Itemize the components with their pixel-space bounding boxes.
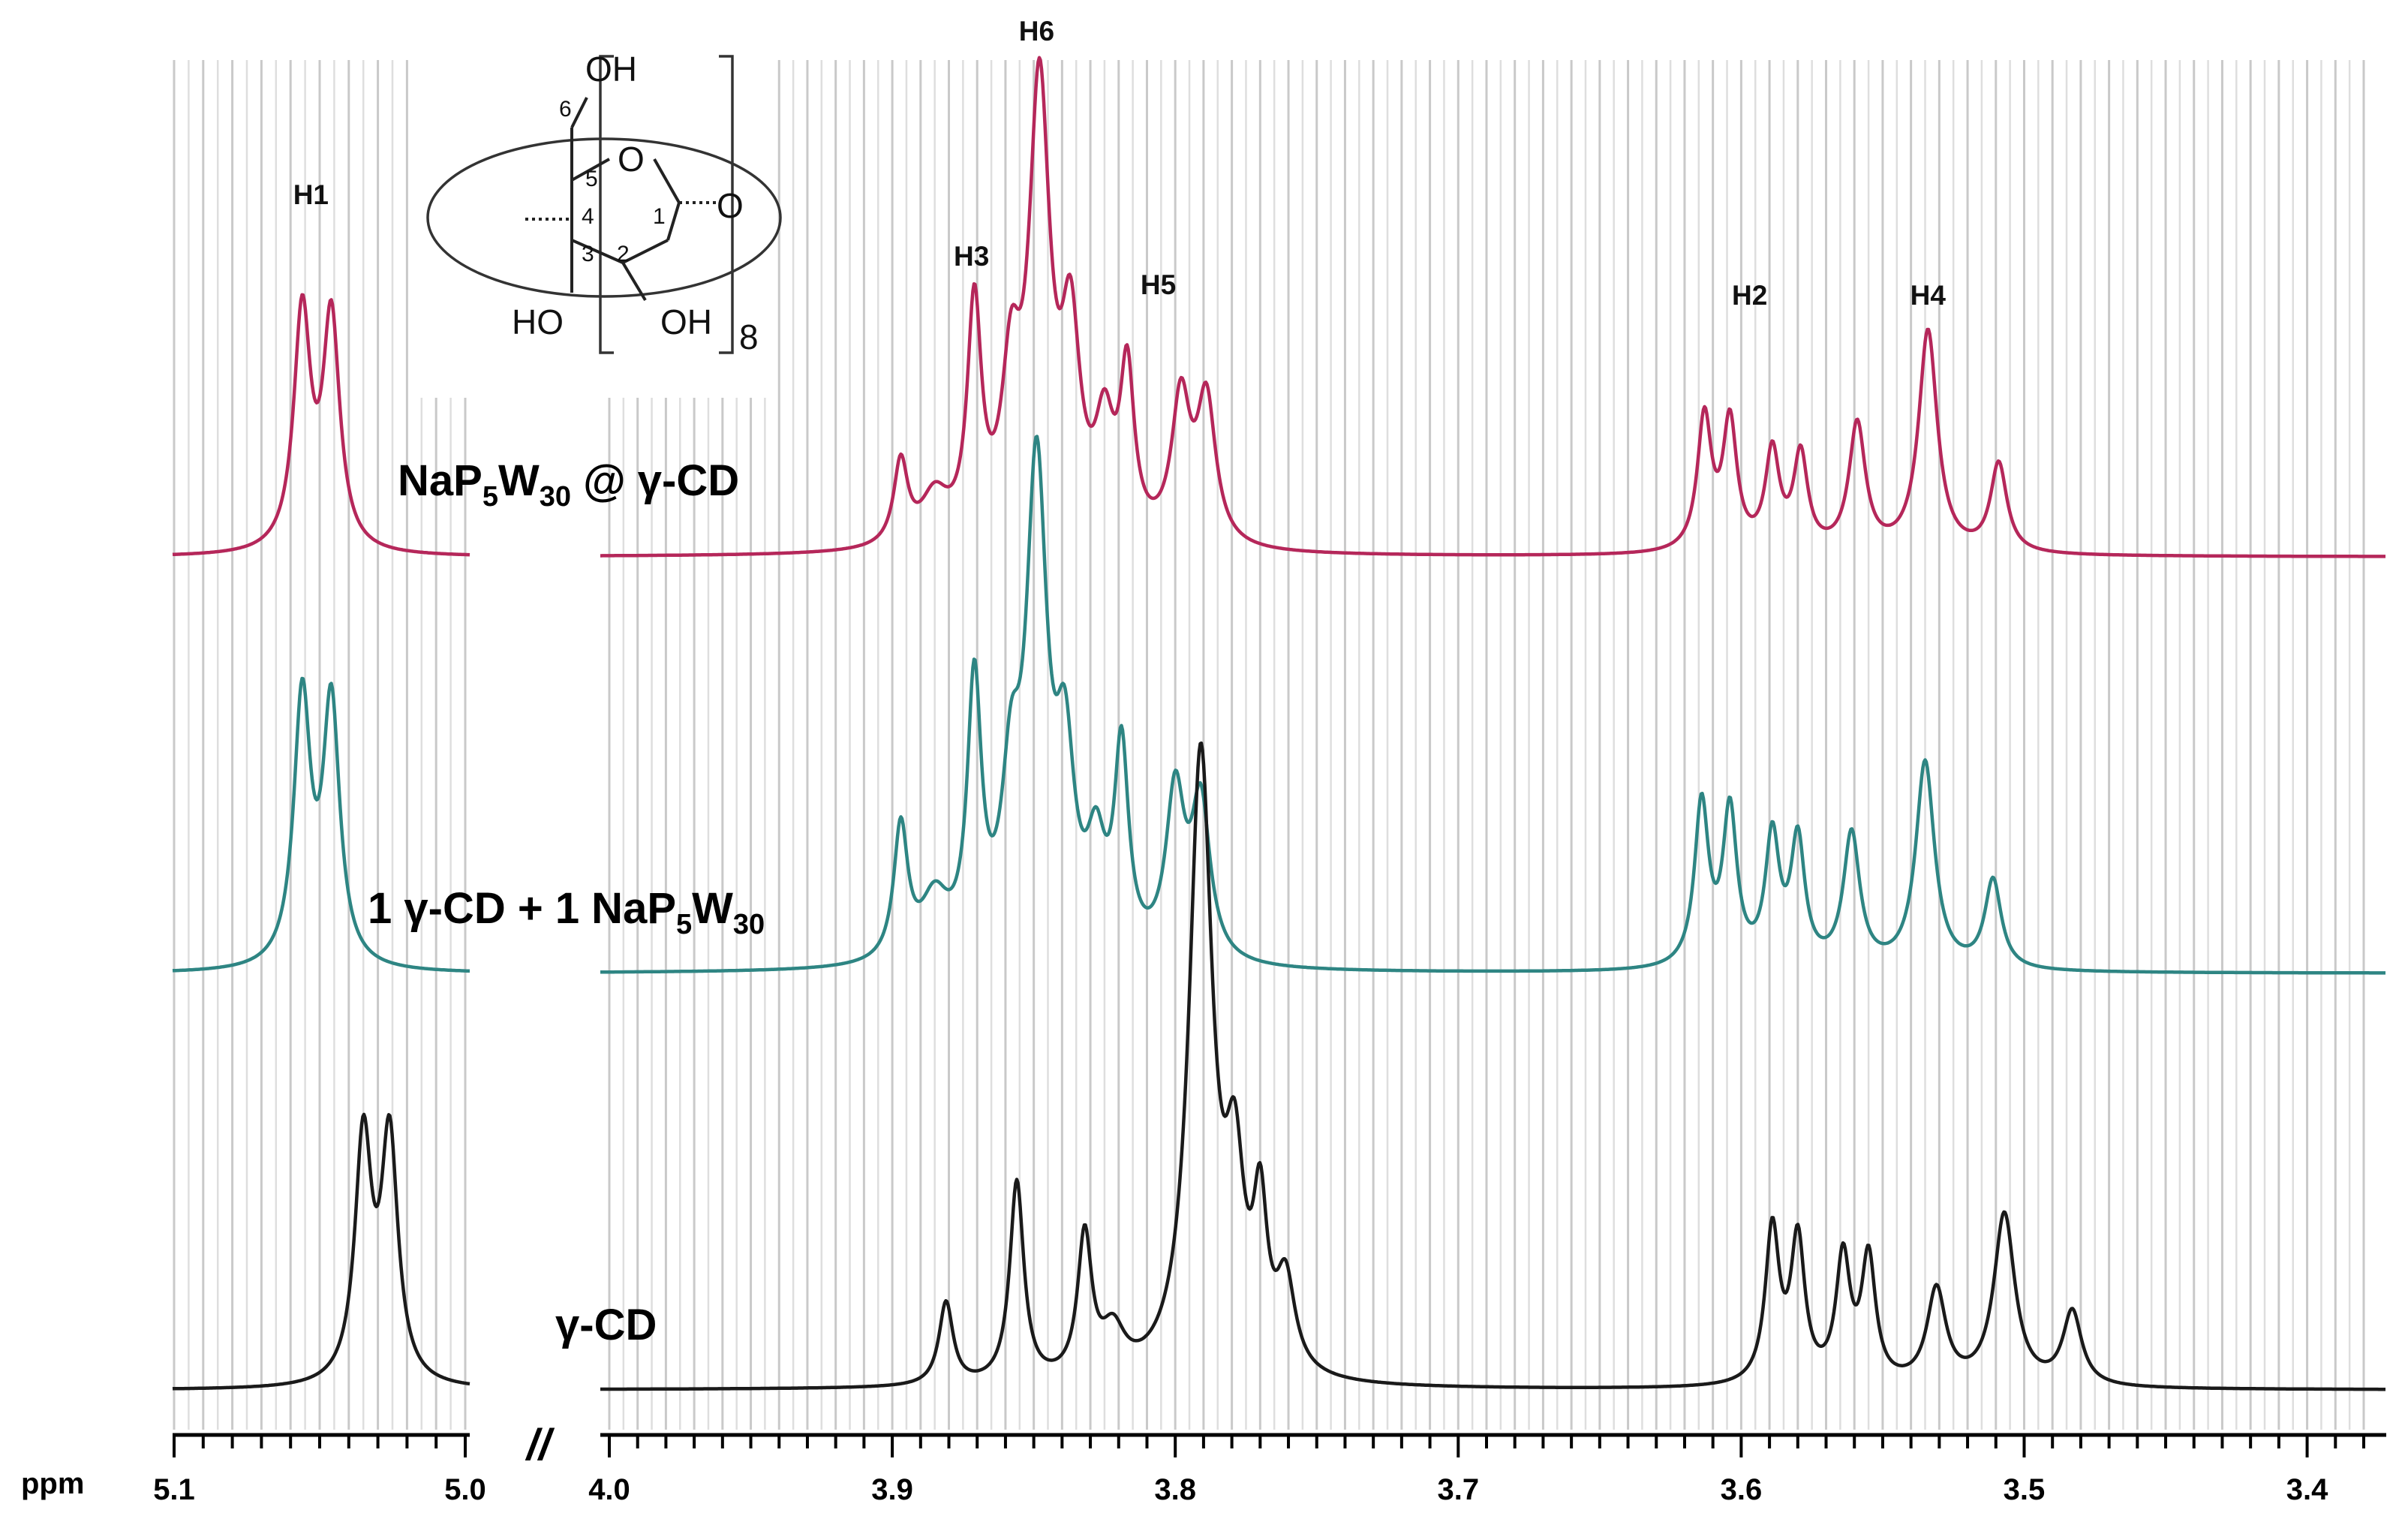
structure-repeat-count: 8 xyxy=(739,317,759,356)
structure-c2: 2 xyxy=(617,242,630,266)
peak-label-h6: H6 xyxy=(1019,16,1054,47)
spectrum-line-3-segment-1 xyxy=(172,1112,470,1391)
peak-label-h2: H2 xyxy=(1732,280,1767,311)
structure-c4: 4 xyxy=(582,204,594,229)
structure-oh-right: OH xyxy=(660,302,712,341)
spectrum-line-3-segment-2 xyxy=(600,741,2386,1391)
tick-label: 4.0 xyxy=(588,1473,630,1506)
right-bracket xyxy=(719,55,734,354)
structure-c3: 3 xyxy=(582,242,594,266)
peak-labels: H1 H3 H6 H5 H2 H4 xyxy=(293,16,1947,311)
structure-ho-left: HO xyxy=(512,302,564,341)
structure-glyco-o: O xyxy=(717,186,744,225)
peak-label-h1: H1 xyxy=(293,179,329,210)
tick-label: 3.8 xyxy=(1154,1473,1196,1506)
axis-break-mark: // xyxy=(525,1421,555,1469)
x-axis-label: ppm xyxy=(21,1467,84,1500)
spectrum-line-1-segment-1 xyxy=(172,293,470,557)
x-axis: 5.1 5.0 4.0 3.9 3.8 3.7 3.6 3.5 3.4 // ppm xyxy=(21,1421,2386,1506)
structure-oh-top: OH xyxy=(585,50,637,89)
trace-label-3: γ-CD xyxy=(555,1301,657,1349)
spectrum-line-1-segment-2 xyxy=(600,56,2386,558)
tick-label: 5.0 xyxy=(444,1473,486,1506)
gamma-cyclodextrin-structure: OH O O HO OH 8 6 5 4 3 2 1 xyxy=(420,23,782,398)
structure-ring-o: O xyxy=(618,140,645,179)
structure-c6: 6 xyxy=(559,97,572,122)
spectrum-line-2-segment-2 xyxy=(600,435,2386,975)
trace-labels: NaP5W30 @ γ-CD 1 γ-CD + 1 NaP5W30 γ-CD xyxy=(368,456,765,1349)
tick-label: 3.5 xyxy=(2004,1473,2046,1506)
macrocycle-ellipse xyxy=(426,137,782,298)
peak-label-h3: H3 xyxy=(954,241,989,272)
left-bracket xyxy=(599,55,614,354)
tick-label: 3.6 xyxy=(1721,1473,1763,1506)
tick-label: 3.7 xyxy=(1437,1473,1479,1506)
peak-label-h4: H4 xyxy=(1910,280,1947,311)
structure-c1: 1 xyxy=(653,204,666,229)
peak-label-h5: H5 xyxy=(1141,269,1176,300)
spectrum-traces xyxy=(172,56,2386,1391)
structure-c5: 5 xyxy=(585,167,598,191)
pyranose-ring xyxy=(570,97,681,302)
stereo-bonds xyxy=(525,201,717,221)
spectrum-line-2-segment-1 xyxy=(172,676,470,973)
trace-label-1: NaP5W30 @ γ-CD xyxy=(398,456,739,513)
tick-label: 3.4 xyxy=(2286,1473,2328,1506)
tick-label: 5.1 xyxy=(153,1473,195,1506)
trace-label-2: 1 γ-CD + 1 NaP5W30 xyxy=(368,884,765,940)
tick-label: 3.9 xyxy=(871,1473,913,1506)
grid-lines xyxy=(173,60,2365,1430)
structure-background xyxy=(420,23,773,398)
